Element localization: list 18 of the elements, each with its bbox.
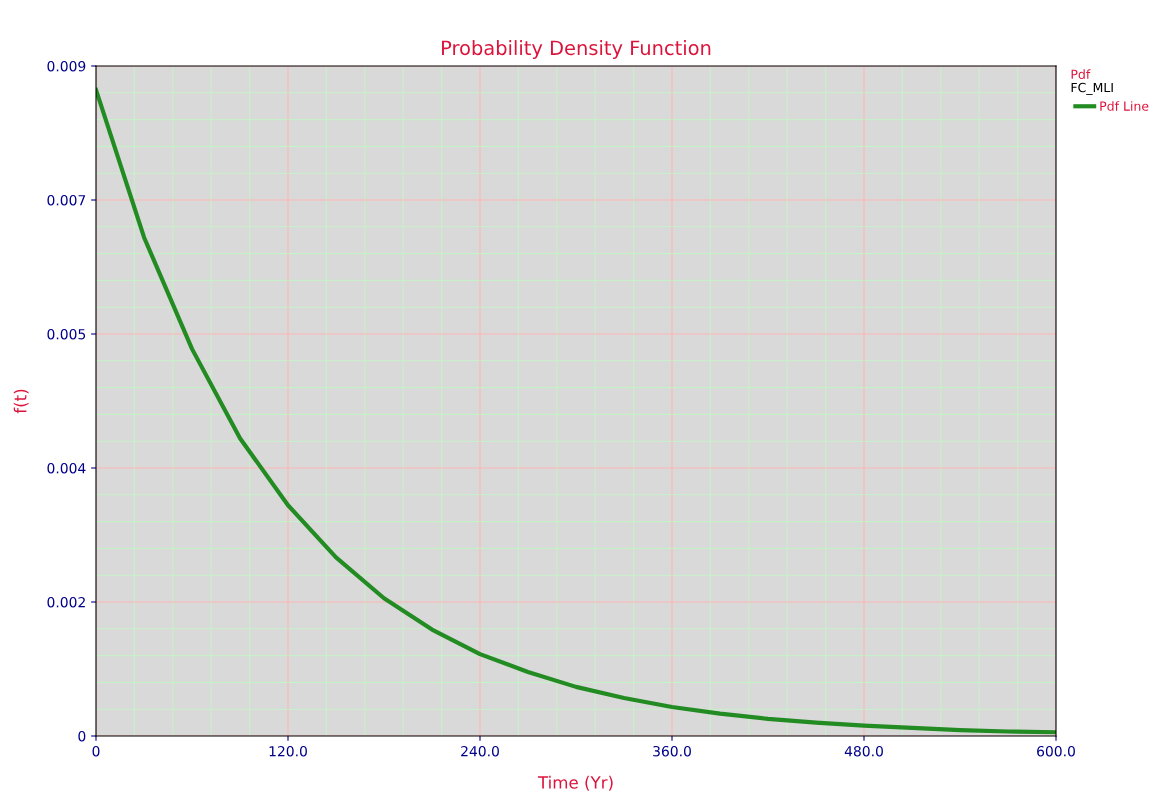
y-axis-title: f(t) [13, 389, 29, 414]
x-tick-label: 360.0 [653, 745, 691, 757]
x-tick-label: 480.0 [844, 745, 883, 757]
y-tick-label: 0.004 [47, 462, 86, 474]
chart-title: Probability Density Function [442, 40, 711, 59]
x-tick-label: 600.0 [1037, 745, 1075, 757]
y-tick-label: 0.009 [47, 60, 86, 72]
x-tick-label: 120.0 [269, 745, 307, 757]
x-axis-title: Time (Yr) [537, 775, 613, 791]
legend-title: Pdf [1071, 69, 1091, 80]
x-tick-label: 0 [92, 745, 100, 757]
y-tick-label: 0.007 [47, 194, 86, 206]
legend-label: Pdf Line [1100, 101, 1149, 111]
y-tick-label: 0.002 [47, 596, 85, 608]
y-tick-label: 0 [78, 730, 86, 742]
y-tick-label: 0.005 [47, 328, 86, 340]
text: FC_MLI [1071, 82, 1113, 95]
x-tick-label: 240.0 [461, 745, 499, 757]
